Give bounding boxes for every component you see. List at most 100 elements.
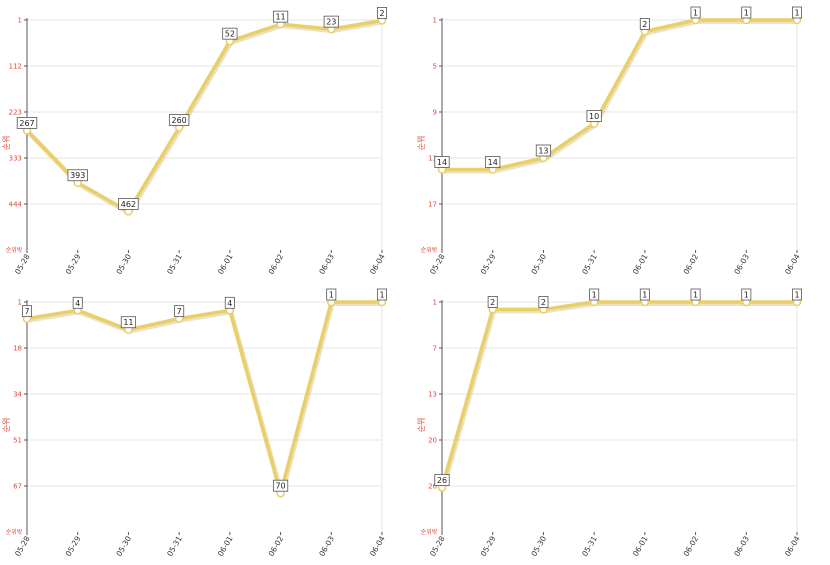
- data-label-box: [487, 296, 498, 308]
- x-tick-label: 06-02: [267, 252, 286, 276]
- y-axis-label: 순위: [2, 418, 11, 433]
- x-tick-label: 05-31: [165, 534, 184, 558]
- x-tick-label: 05-28: [13, 534, 32, 558]
- y-tick-label: 13: [428, 155, 437, 163]
- out-of-rank-label: 순위밖: [421, 246, 438, 254]
- data-label: 2: [379, 9, 384, 18]
- y-tick-label: 17: [428, 201, 437, 209]
- y-tick-label: 1: [433, 299, 437, 307]
- data-label: 11: [275, 13, 285, 22]
- data-label-box: [118, 197, 139, 210]
- data-label-box: [376, 288, 387, 301]
- y-tick-label: 34: [13, 391, 22, 399]
- y-tick-label: 112: [9, 63, 22, 71]
- data-label-box: [589, 288, 600, 301]
- data-label: 393: [70, 171, 85, 180]
- data-label-box: [639, 288, 650, 301]
- y-axis-label: 순위: [417, 136, 426, 151]
- y-axis-label: 순위: [417, 418, 426, 433]
- data-label-box: [376, 7, 387, 19]
- y-tick-label: 1: [18, 299, 22, 307]
- y-tick-label: 9: [433, 109, 437, 117]
- data-label: 2: [541, 298, 546, 307]
- x-tick-label: 05-31: [165, 252, 184, 276]
- data-label-box: [639, 18, 650, 30]
- out-of-rank-label: 순위밖: [6, 246, 23, 254]
- series-line: [25, 300, 384, 495]
- data-label: 7: [24, 307, 29, 316]
- series-line-shadow: [440, 301, 801, 492]
- x-tick-label: 06-01: [631, 252, 650, 276]
- data-label: 2: [490, 298, 495, 307]
- y-tick-label: 1: [433, 17, 437, 25]
- data-label: 14: [488, 158, 498, 167]
- y-tick-label: 13: [428, 391, 437, 399]
- x-tick-label: 06-04: [368, 534, 387, 558]
- data-label: 267: [19, 119, 34, 128]
- y-tick-label: 1: [18, 17, 22, 25]
- series-line: [25, 18, 384, 214]
- x-tick-label: 05-30: [529, 252, 548, 276]
- data-label: 1: [693, 291, 698, 300]
- data-label: 4: [75, 299, 80, 308]
- data-label-box: [222, 27, 238, 40]
- y-tick-label: 223: [9, 109, 22, 117]
- x-tick-label: 06-04: [368, 252, 387, 276]
- y-tick-label: 7: [433, 345, 437, 353]
- x-tick-label: 06-03: [732, 534, 751, 558]
- x-tick-label: 05-28: [13, 252, 32, 276]
- out-of-rank-label: 순위밖: [6, 528, 23, 536]
- data-label: 52: [225, 30, 235, 39]
- data-label-box: [21, 305, 32, 318]
- data-label-box: [791, 288, 802, 301]
- data-label: 1: [642, 291, 647, 300]
- x-tick-label: 06-01: [631, 534, 650, 558]
- data-label: 1: [329, 291, 334, 300]
- x-tick-label: 05-28: [428, 534, 447, 558]
- data-label: 462: [121, 200, 136, 209]
- series-line-shadow: [25, 301, 386, 498]
- data-label: 14: [437, 158, 447, 167]
- data-label-box: [690, 288, 701, 301]
- x-tick-label: 06-04: [783, 534, 802, 558]
- x-tick-label: 06-02: [267, 534, 286, 558]
- x-tick-label: 05-30: [114, 252, 133, 276]
- y-axis-label: 순위: [2, 136, 11, 151]
- data-label: 1: [794, 9, 799, 18]
- data-label: 26: [437, 476, 447, 485]
- x-tick-label: 06-03: [317, 534, 336, 558]
- x-tick-label: 05-29: [64, 534, 83, 558]
- data-label: 4: [227, 299, 232, 308]
- data-label: 1: [744, 291, 749, 300]
- x-tick-label: 06-02: [682, 534, 701, 558]
- data-label-box: [538, 296, 549, 308]
- data-label-box: [120, 316, 137, 329]
- data-label-box: [323, 15, 339, 28]
- y-tick-label: 18: [13, 345, 22, 353]
- x-tick-label: 06-03: [732, 252, 751, 276]
- data-label-box: [272, 479, 289, 492]
- data-label: 1: [794, 291, 799, 300]
- data-label-box: [791, 6, 802, 19]
- data-label-box: [586, 110, 602, 122]
- data-label: 7: [177, 307, 182, 316]
- data-label: 260: [172, 116, 187, 125]
- x-tick-label: 05-29: [479, 252, 498, 276]
- series-line: [440, 300, 799, 490]
- x-tick-label: 05-30: [114, 534, 133, 558]
- x-tick-label: 05-29: [479, 534, 498, 558]
- data-label-box: [485, 156, 501, 168]
- x-tick-label: 06-03: [317, 252, 336, 276]
- data-label: 23: [326, 18, 336, 27]
- data-label-box: [272, 10, 289, 23]
- y-tick-label: 67: [13, 483, 22, 491]
- x-tick-label: 05-31: [580, 252, 599, 276]
- data-label: 10: [589, 112, 599, 121]
- data-label: 13: [538, 147, 548, 156]
- data-label: 1: [693, 9, 698, 18]
- x-tick-label: 05-28: [428, 252, 447, 276]
